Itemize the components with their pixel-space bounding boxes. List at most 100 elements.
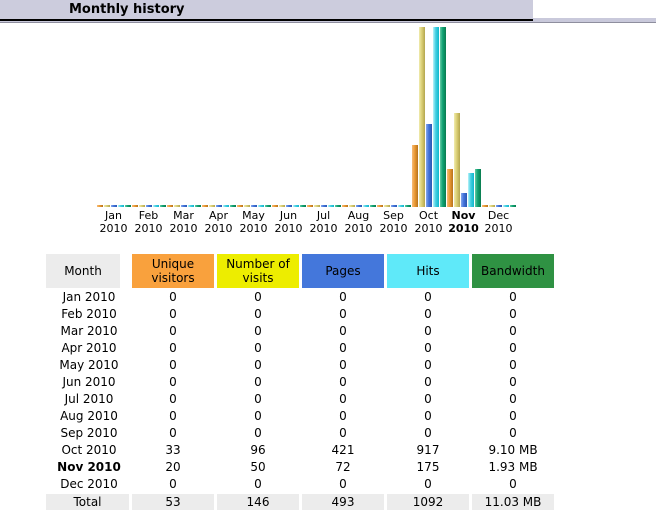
cell-value: 0: [254, 290, 262, 304]
table-row-oct-2010: Oct 2010 33 96 421 917 9.10 MB: [46, 442, 557, 459]
cell-month: Nov 2010: [57, 460, 121, 474]
chart-slot-may: [236, 26, 271, 207]
bar-unique-visitors-oct: [411, 145, 418, 207]
table-row-nov-2010: Nov 2010 20 50 72 175 1.93 MB: [46, 459, 557, 476]
bar-bandwidth-mb-dec: [509, 205, 516, 207]
bar-number-of-visits-jul: [313, 205, 320, 207]
cell-value: 0: [169, 307, 177, 321]
cell-value: 0: [339, 392, 347, 406]
chart-slot-dec: [481, 26, 516, 207]
chart-slot-jul: [306, 26, 341, 207]
bar-number-of-visits-apr: [208, 205, 215, 207]
bar-number-of-visits-jan: [103, 205, 110, 207]
cell-month: May 2010: [59, 358, 119, 372]
cell-value: 0: [169, 409, 177, 423]
cell-month: Jun 2010: [62, 375, 116, 389]
chart-slot-oct: [411, 26, 446, 207]
bar-unique-visitors-jan: [96, 205, 103, 207]
chart-slot-apr: [201, 26, 236, 207]
bar-bandwidth-mb-jul: [334, 205, 341, 207]
bar-unique-visitors-may: [236, 205, 243, 207]
chart-slot-mar: [166, 26, 201, 207]
cell-value: 0: [424, 358, 432, 372]
cell-value: 20: [165, 460, 181, 474]
bar-hits-jan: [117, 205, 124, 207]
bar-hits-oct: [432, 27, 439, 207]
bar-bandwidth-mb-sep: [404, 205, 411, 207]
cell-value: 1.93 MB: [488, 460, 538, 474]
cell-value: 175: [416, 460, 440, 474]
month-label-aug: Aug 2010: [344, 209, 373, 235]
cell-month: Jan 2010: [62, 290, 116, 304]
month-label-sep: Sep 2010: [379, 209, 408, 235]
cell-value: 421: [331, 443, 355, 457]
table-row-feb-2010: Feb 2010 0 0 0 0 0: [46, 306, 557, 323]
bar-number-of-visits-nov: [453, 113, 460, 207]
bar-unique-visitors-sep: [376, 205, 383, 207]
cell-value: 1092: [387, 494, 469, 510]
cell-value: 0: [424, 341, 432, 355]
cell-value: 0: [254, 307, 262, 321]
cell-value: 0: [254, 358, 262, 372]
cell-month: Mar 2010: [60, 324, 118, 338]
bar-bandwidth-mb-nov: [474, 169, 481, 207]
table-row-apr-2010: Apr 2010 0 0 0 0 0: [46, 340, 557, 357]
bar-number-of-visits-mar: [173, 205, 180, 207]
cell-value: 0: [509, 409, 517, 423]
bar-hits-apr: [222, 205, 229, 207]
cell-value: 0: [169, 358, 177, 372]
header-hits: Hits: [387, 254, 469, 288]
cell-value: 0: [254, 341, 262, 355]
table-row-jan-2010: Jan 2010 0 0 0 0 0: [46, 289, 557, 306]
cell-value: 0: [339, 324, 347, 338]
cell-value: 917: [416, 443, 440, 457]
cell-value: 53: [132, 494, 214, 510]
cell-value: 0: [169, 375, 177, 389]
cell-value: 0: [169, 324, 177, 338]
cell-value: 0: [339, 409, 347, 423]
cell-value: 0: [254, 324, 262, 338]
cell-value: 0: [169, 341, 177, 355]
cell-value: 0: [254, 426, 262, 440]
cell-value: 0: [424, 307, 432, 321]
cell-month: Apr 2010: [61, 341, 117, 355]
table-row-aug-2010: Aug 2010 0 0 0 0 0: [46, 408, 557, 425]
bar-bandwidth-mb-oct: [439, 27, 446, 207]
bar-number-of-visits-sep: [383, 205, 390, 207]
table-body: Jan 2010 0 0 0 0 0 Feb 2010 0 0 0 0 0 Mar 2010 0 0 0 0 0 A…: [46, 289, 557, 510]
bar-pages-sep: [390, 205, 397, 207]
chart-slot-sep: [376, 26, 411, 207]
header-unique-visitors: Unique visitors: [132, 254, 214, 288]
chart-month-labels: Jan 2010 Feb 2010 Mar 2010 Apr 2010 May 2010 Jun 20…: [96, 209, 516, 235]
bar-bandwidth-mb-jun: [299, 205, 306, 207]
cell-value: 0: [509, 358, 517, 372]
section-title-bar: Monthly history: [0, 0, 533, 21]
cell-month: Jul 2010: [64, 392, 114, 406]
bar-unique-visitors-aug: [341, 205, 348, 207]
chart-slot-feb: [131, 26, 166, 207]
bar-pages-nov: [460, 193, 467, 207]
cell-value: 493: [302, 494, 384, 510]
month-label-jul: Jul 2010: [309, 209, 338, 235]
bar-unique-visitors-feb: [131, 205, 138, 207]
bar-number-of-visits-dec: [488, 205, 495, 207]
cell-value: 0: [339, 358, 347, 372]
header-pages: Pages: [302, 254, 384, 288]
bar-unique-visitors-dec: [481, 205, 488, 207]
cell-value: 0: [254, 477, 262, 491]
bar-pages-aug: [355, 205, 362, 207]
bar-hits-mar: [187, 205, 194, 207]
cell-value: 0: [339, 341, 347, 355]
cell-value: 0: [254, 375, 262, 389]
cell-value: 0: [339, 307, 347, 321]
cell-value: 0: [424, 477, 432, 491]
bar-hits-jun: [292, 205, 299, 207]
cell-value: 0: [254, 409, 262, 423]
cell-value: 50: [250, 460, 266, 474]
bar-bandwidth-mb-aug: [369, 205, 376, 207]
bar-number-of-visits-aug: [348, 205, 355, 207]
bar-pages-apr: [215, 205, 222, 207]
month-label-dec: Dec 2010: [484, 209, 513, 235]
month-label-feb: Feb 2010: [134, 209, 163, 235]
cell-value: 0: [509, 375, 517, 389]
